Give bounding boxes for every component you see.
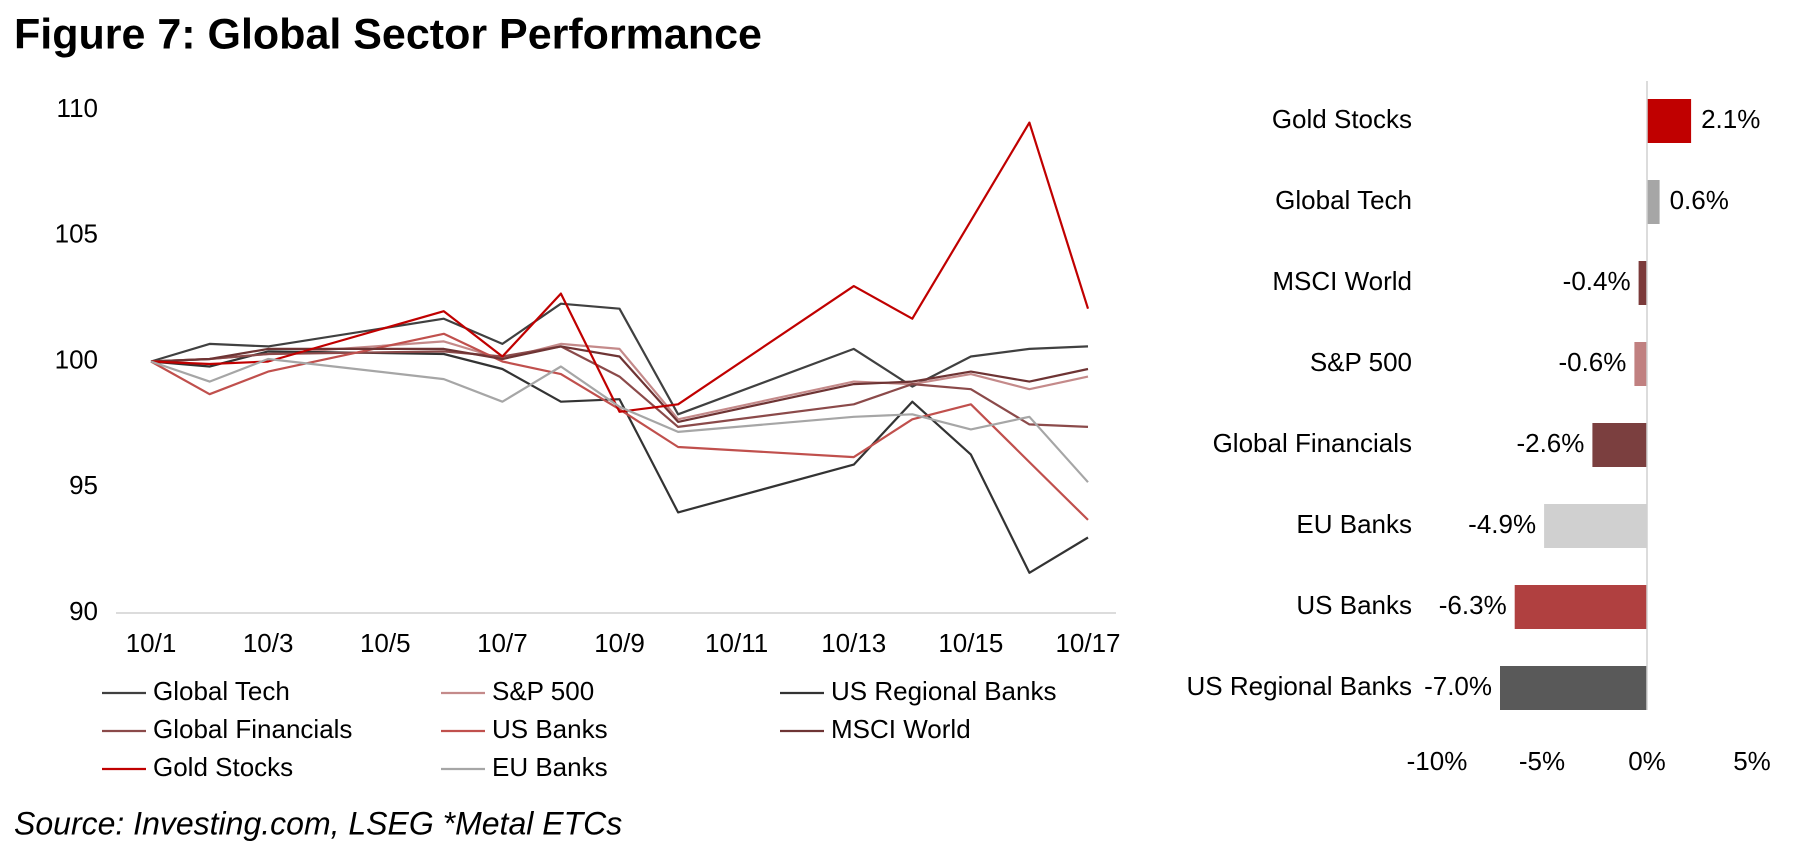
bar <box>1592 423 1647 467</box>
category-label: Global Tech <box>1275 185 1412 215</box>
series-line <box>150 121 1090 413</box>
source-note: Source: Investing.com, LSEG *Metal ETCs <box>14 805 622 841</box>
category-label: Gold Stocks <box>1272 104 1412 134</box>
value-label: -6.3% <box>1439 590 1507 620</box>
legend-label: S&P 500 <box>492 676 594 706</box>
value-label: -7.0% <box>1424 671 1492 701</box>
figure-title: Figure 7: Global Sector Performance <box>14 10 762 58</box>
x-tick-label: 10/13 <box>821 628 886 658</box>
y-tick-label: 110 <box>57 93 98 123</box>
legend-label: Gold Stocks <box>153 752 293 782</box>
category-label: MSCI World <box>1272 266 1412 296</box>
bar <box>1544 504 1647 548</box>
bar <box>1647 99 1692 143</box>
legend-label: Global Financials <box>153 714 352 744</box>
series-line <box>150 345 1089 423</box>
y-tick-label: 90 <box>69 596 98 626</box>
x-tick-label: 10/11 <box>705 628 768 658</box>
bar <box>1647 180 1660 224</box>
category-label: S&P 500 <box>1310 347 1412 377</box>
x-tick-label: -5% <box>1519 746 1565 776</box>
value-label: 0.6% <box>1670 185 1729 215</box>
legend-label: US Banks <box>492 714 608 744</box>
bar <box>1638 261 1647 305</box>
legend-label: US Regional Banks <box>831 676 1056 706</box>
series-line <box>150 332 1089 521</box>
value-label: -0.6% <box>1558 347 1626 377</box>
legend-label: Global Tech <box>153 676 290 706</box>
x-tick-label: 10/3 <box>243 628 294 658</box>
series-line <box>150 357 1089 483</box>
x-tick-label: 5% <box>1733 746 1771 776</box>
category-label: US Banks <box>1296 590 1412 620</box>
x-tick-label: 10/9 <box>594 628 645 658</box>
legend-label: MSCI World <box>831 714 971 744</box>
x-tick-label: 10/5 <box>360 628 411 658</box>
x-tick-label: -10% <box>1407 746 1468 776</box>
x-tick-label: 10/17 <box>1055 628 1120 658</box>
value-label: 2.1% <box>1701 104 1760 134</box>
value-label: -0.4% <box>1563 266 1631 296</box>
bar <box>1514 585 1647 629</box>
series-line <box>150 345 1089 428</box>
x-tick-label: 10/7 <box>477 628 528 658</box>
bar <box>1634 342 1647 386</box>
series-line <box>150 350 1089 574</box>
y-tick-label: 100 <box>55 344 98 374</box>
category-label: US Regional Banks <box>1187 671 1412 701</box>
value-label: -2.6% <box>1516 428 1584 458</box>
x-tick-label: 10/15 <box>938 628 1003 658</box>
y-tick-label: 95 <box>69 470 98 500</box>
legend-label: EU Banks <box>492 752 608 782</box>
category-label: Global Financials <box>1213 428 1412 458</box>
value-label: -4.9% <box>1468 509 1536 539</box>
x-tick-label: 10/1 <box>126 628 177 658</box>
bar <box>1500 666 1647 710</box>
x-tick-label: 0% <box>1628 746 1666 776</box>
series-line <box>150 302 1089 416</box>
category-label: EU Banks <box>1296 509 1412 539</box>
y-tick-label: 105 <box>55 219 98 249</box>
